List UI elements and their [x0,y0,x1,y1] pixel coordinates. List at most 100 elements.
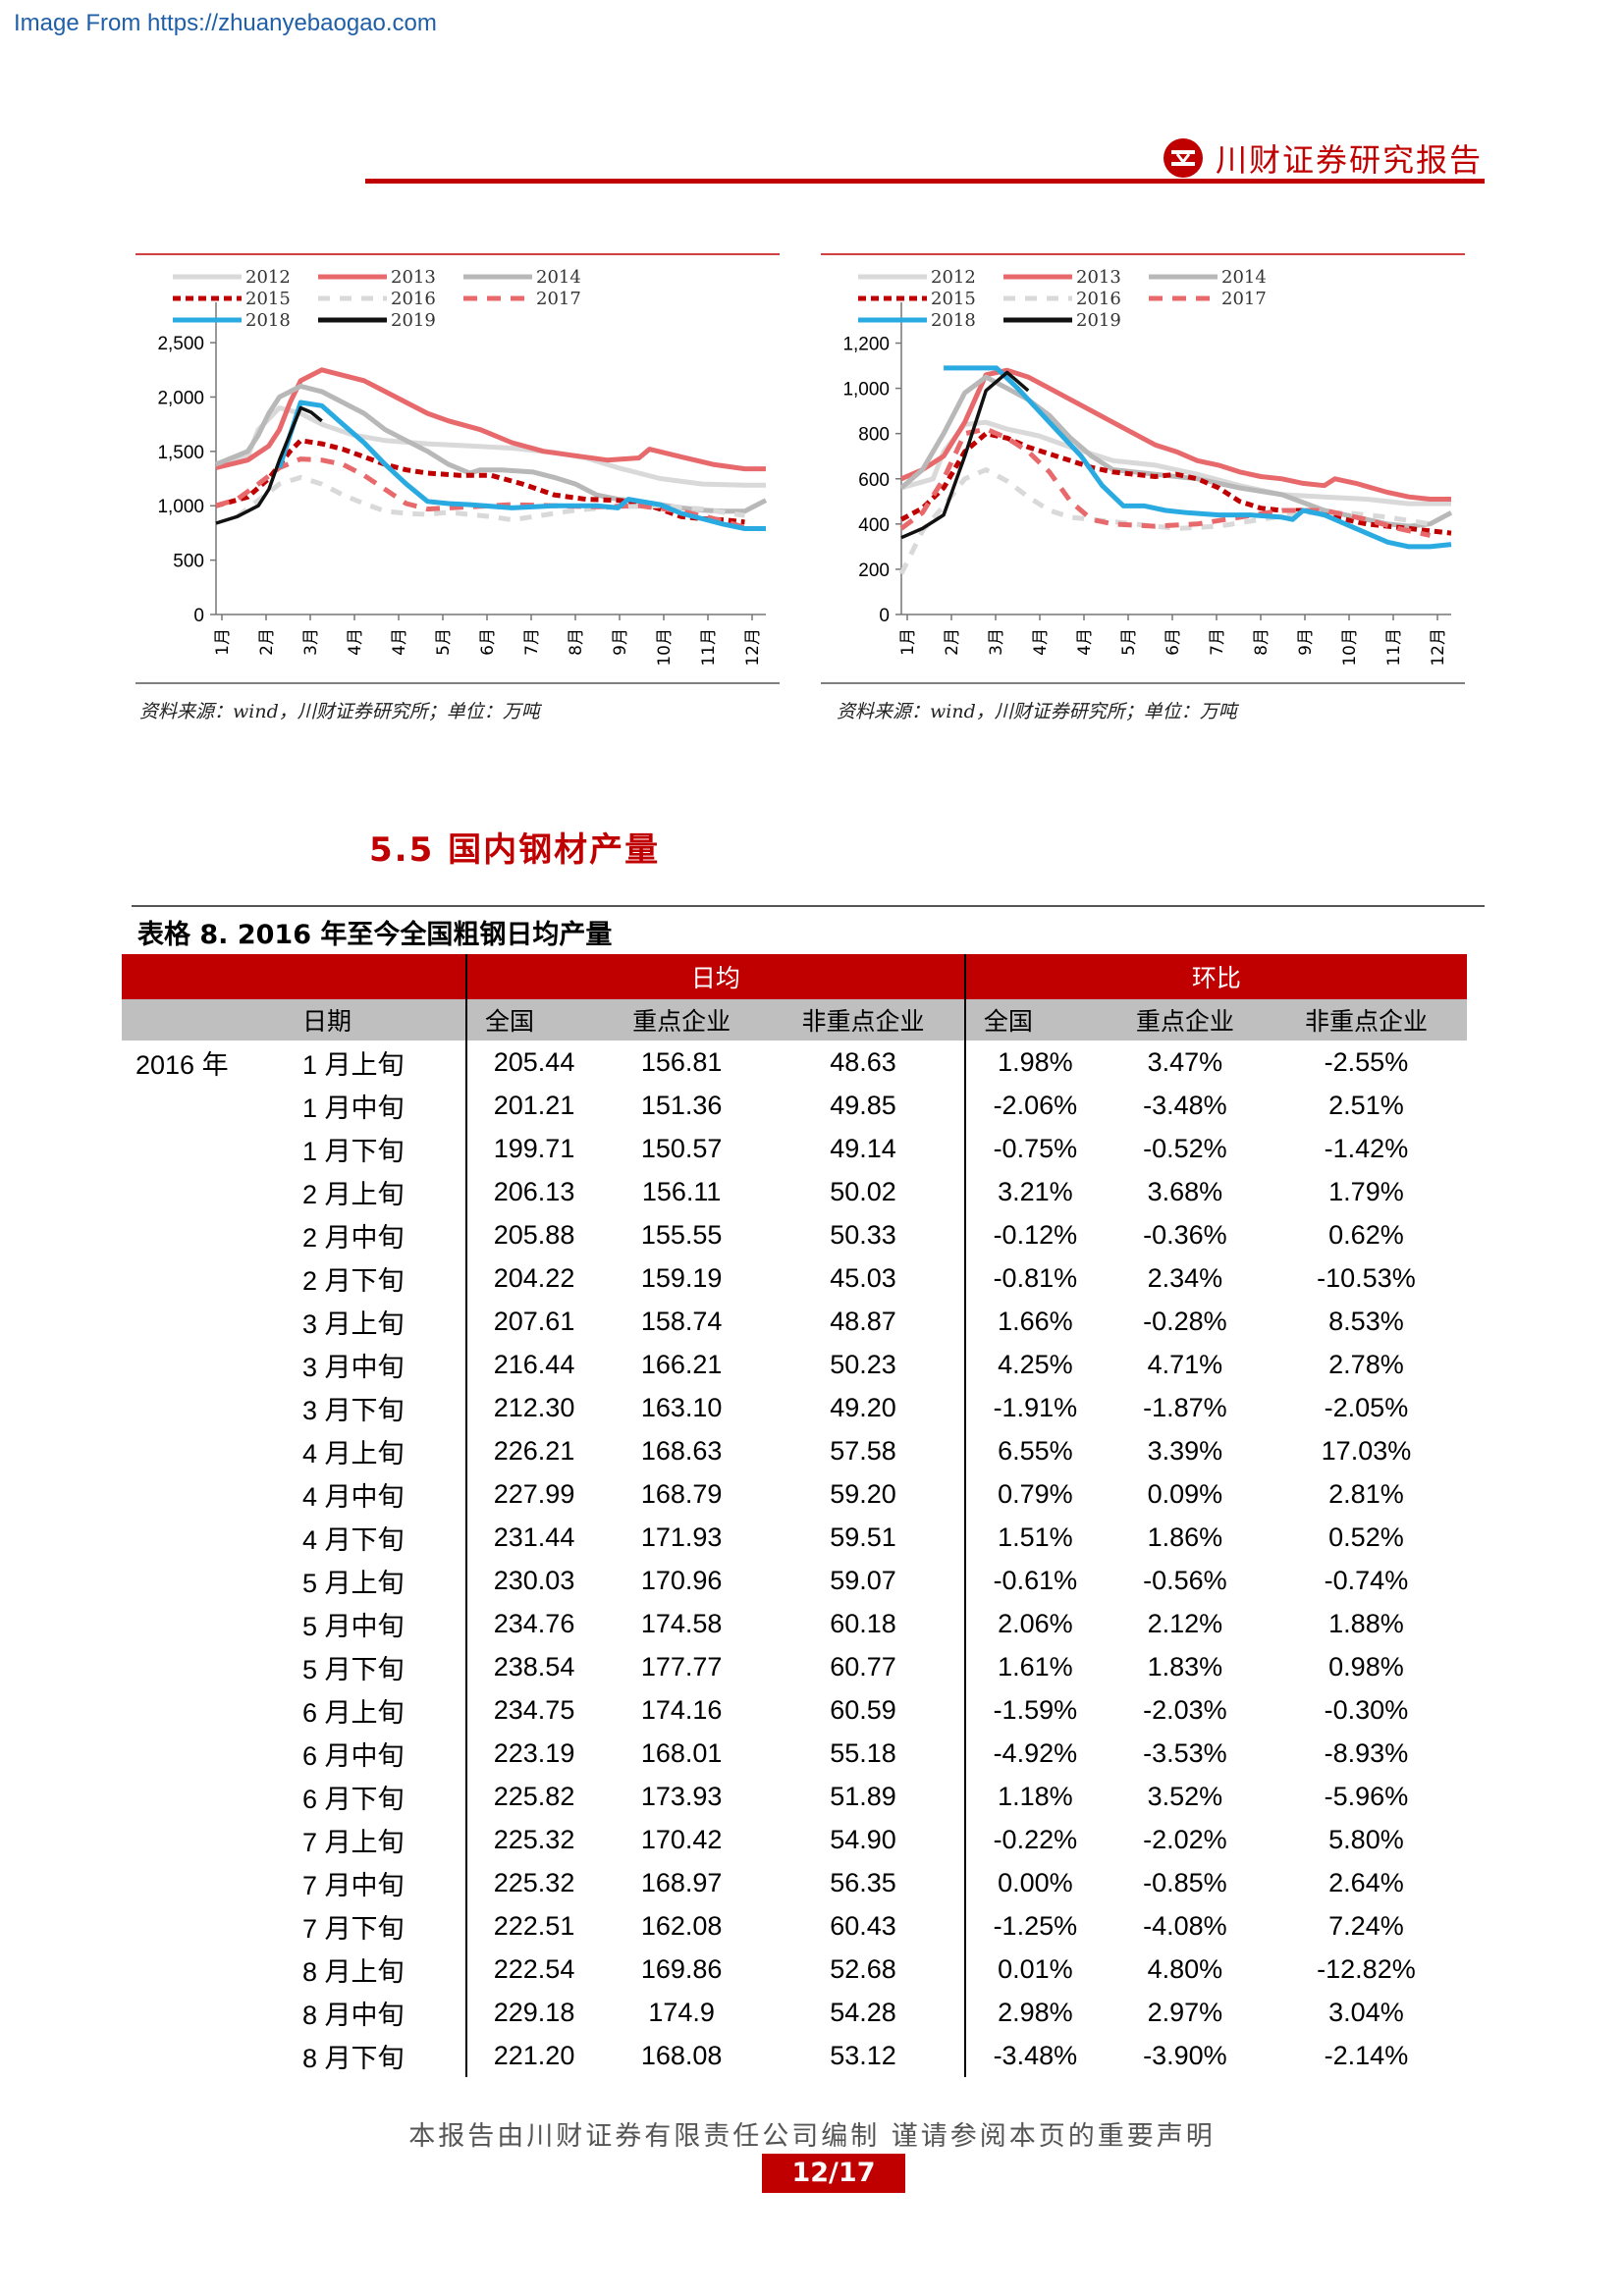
cell-non-key-enterprises: 56.35 [830,1867,896,1897]
table-row: 3 月上旬 207.61 158.74 48.87 1.66% -0.28% 8.53% [122,1300,1467,1343]
table-row: 1 月中旬 201.21 151.36 49.85 -2.06% -3.48% 2.51% [122,1084,1467,1127]
cell-key-enterprises: 155.55 [640,1219,723,1250]
cell-national: 222.51 [464,1904,602,1948]
line-chart-left: 0 500 1,000 1,500 2,000 2,500 1月 2月 3月 4月 4月 5月 6月 7月… [135,253,780,684]
y-tick-label: 1,500 [157,443,204,463]
cell-key-change: -0.52% [1143,1133,1227,1163]
legend-label: 2018 [245,310,291,331]
x-tick-label: 10月 [1340,628,1360,667]
table-caption: 表格 8. 2016 年至今全国粗钢日均产量 [137,920,613,950]
cell-key-change: -3.48% [1143,1090,1227,1120]
cell-key-change: -0.28% [1143,1306,1227,1336]
cell-non-key-enterprises: 54.28 [830,1997,896,2027]
cell-year [122,1602,302,1645]
legend-label: 2013 [391,267,436,288]
cell-non-key-enterprises: 57.58 [830,1435,896,1466]
series-line-2018 [944,365,1452,550]
cell-national-change: -1.59% [963,1688,1105,1732]
group-header-daily: 日均 [465,954,965,999]
cell-non-key-change: 2.51% [1328,1090,1404,1120]
cell-non-key-enterprises: 52.68 [830,1953,896,1984]
legend-label: 2012 [931,267,976,288]
cell-date: 8 月上旬 [302,1956,405,1987]
x-tick-label: 2月 [943,628,962,656]
x-tick-label: 9月 [1296,628,1316,656]
cell-national-change: 1.18% [963,1775,1105,1818]
cell-national: 199.71 [464,1127,602,1170]
series-line-2012 [215,405,766,488]
cell-national: 234.76 [464,1602,602,1645]
cell-national-change: -0.81% [963,1256,1105,1300]
table-row: 6 月中旬 223.19 168.01 55.18 -4.92% -3.53% -8.93% [122,1732,1467,1775]
cell-key-change: -2.02% [1143,1824,1227,1854]
cell-year [122,1429,302,1472]
cell-key-enterprises: 170.42 [640,1824,723,1854]
legend-label: 2016 [391,289,436,309]
table-row: 2016 年 1 月上旬 205.44 156.81 48.63 1.98% 3.47% -2… [122,1041,1467,1084]
cell-key-change: 4.71% [1147,1349,1223,1379]
cell-national-change: 2.98% [963,1991,1105,2034]
cell-key-change: 2.34% [1147,1262,1223,1293]
x-tick-label: 11月 [1384,628,1404,667]
cell-non-key-enterprises: 59.51 [830,1522,896,1552]
cell-non-key-change: -0.30% [1324,1694,1409,1725]
cell-key-change: -3.90% [1143,2040,1227,2070]
cell-date: 2 月下旬 [302,1265,405,1296]
cell-date: 7 月下旬 [302,1913,405,1944]
cell-non-key-enterprises: 53.12 [830,2040,896,2070]
cell-year [122,1213,302,1256]
cell-date: 7 月上旬 [302,1827,405,1857]
cell-non-key-change: 0.62% [1328,1219,1404,1250]
cell-year [122,1645,302,1688]
cell-key-change: -2.03% [1143,1694,1227,1725]
cell-non-key-change: 1.79% [1328,1176,1404,1206]
cell-non-key-change: -2.05% [1324,1392,1409,1422]
legend-label: 2014 [536,267,581,288]
x-tick-label: 11月 [699,628,719,667]
cell-non-key-enterprises: 50.33 [830,1219,896,1250]
cell-key-change: -0.36% [1143,1219,1227,1250]
header-key-enterprises: 重点企业 [601,999,763,1041]
brand-name: 川财证券研究报告 [1215,141,1483,179]
chart-left-source: 资料来源：wind，川财证券研究所；单位：万吨 [139,701,540,722]
cell-year [122,1775,302,1818]
cell-date: 6 月上旬 [302,1697,405,1728]
y-tick-label: 400 [858,515,890,536]
cell-year [122,1904,302,1948]
watermark-text[interactable]: Image From https://zhuanyebaogao.com [14,10,437,36]
x-tick-label: 8月 [1252,628,1272,656]
table-row: 7 月下旬 222.51 162.08 60.43 -1.25% -4.08% 7.24% [122,1904,1467,1948]
cell-key-enterprises: 168.97 [640,1867,723,1897]
cell-national: 225.32 [464,1818,602,1861]
series-line-2018 [277,400,766,531]
cell-national: 222.54 [464,1948,602,1991]
x-tick-label: 4月 [390,628,409,656]
x-tick-label: 8月 [567,628,586,656]
y-tick-label: 1,000 [157,497,204,517]
legend-label: 2017 [536,289,581,309]
cell-national-change: 1.98% [963,1041,1105,1084]
footer-notice: 本报告由川财证券有限责任公司编制 谨请参阅本页的重要声明 [408,2121,1216,2152]
cell-national: 223.19 [464,1732,602,1775]
cell-date: 5 月下旬 [302,1654,405,1684]
x-tick-label: 12月 [1429,628,1448,667]
table-row: 7 月中旬 225.32 168.97 56.35 0.00% -0.85% 2.64% [122,1861,1467,1904]
cell-non-key-enterprises: 59.07 [830,1565,896,1595]
cell-national: 238.54 [464,1645,602,1688]
table-row: 8 月中旬 229.18 174.9 54.28 2.98% 2.97% 3.04% [122,1991,1467,2034]
legend-label: 2012 [245,267,291,288]
header-key-change: 重点企业 [1104,999,1266,1041]
legend-label: 2015 [245,289,291,309]
table-row: 5 月下旬 238.54 177.77 60.77 1.61% 1.83% 0.98% [122,1645,1467,1688]
cell-non-key-change: -8.93% [1324,1737,1409,1768]
cell-national-change: 1.66% [963,1300,1105,1343]
cell-key-enterprises: 158.74 [640,1306,723,1336]
cell-key-change: 3.47% [1147,1046,1223,1077]
cell-non-key-change: 1.88% [1328,1608,1404,1638]
legend-label: 2016 [1076,289,1121,309]
cell-key-enterprises: 168.79 [640,1478,723,1509]
cell-non-key-change: -2.55% [1324,1046,1409,1077]
cell-non-key-enterprises: 55.18 [830,1737,896,1768]
header-rule [365,179,1485,184]
cell-year [122,1084,302,1127]
